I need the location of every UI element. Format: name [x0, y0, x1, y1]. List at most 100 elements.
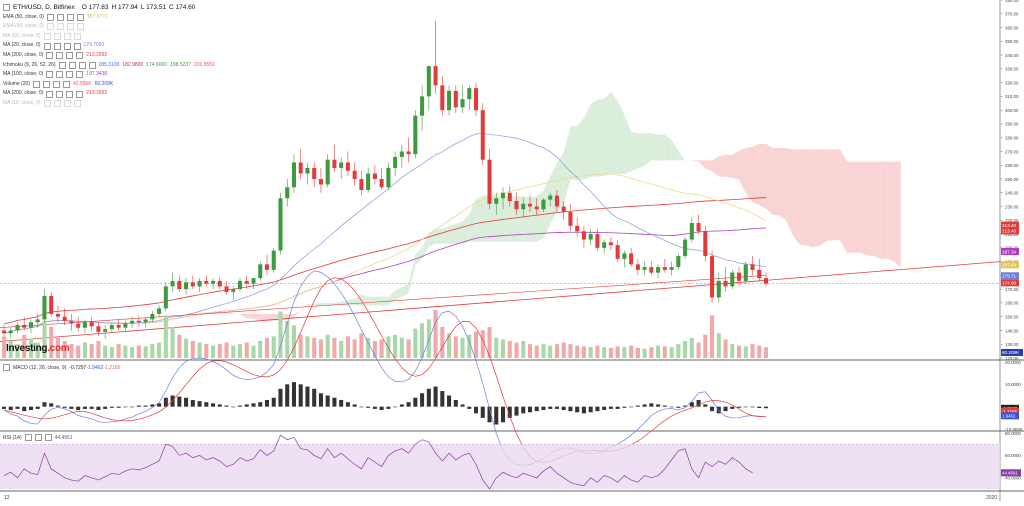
- indicator-close-icon[interactable]: [78, 61, 86, 69]
- indicator-settings-icon[interactable]: [46, 13, 54, 21]
- indicator-visibility-icon[interactable]: [68, 61, 76, 69]
- indicator-row[interactable]: EMA (50, close, 0) 187.6770: [3, 13, 215, 23]
- candle-body: [157, 308, 162, 314]
- ichimoku-cloud-segment: [880, 161, 888, 259]
- macd-histogram-bar: [123, 406, 128, 408]
- ichimoku-cloud-segment: [705, 160, 713, 172]
- macd-histogram-bar: [345, 402, 350, 407]
- indicator-row[interactable]: MA (50, close, 0): [3, 32, 215, 42]
- indicator-more-icon[interactable]: [88, 61, 96, 69]
- indicator-more-icon[interactable]: [73, 42, 81, 50]
- indicator-settings-icon[interactable]: [58, 61, 66, 69]
- indicator-visibility-icon[interactable]: [56, 90, 64, 98]
- candle-body: [669, 267, 674, 270]
- indicator-settings-icon[interactable]: [43, 33, 51, 41]
- indicator-close-icon[interactable]: [63, 100, 71, 108]
- macd-settings-icon[interactable]: [3, 364, 10, 371]
- indicator-close-icon[interactable]: [52, 81, 60, 89]
- indicator-more-icon[interactable]: [76, 23, 84, 31]
- rsi-legend: RSI (14) 44.4561: [3, 434, 73, 441]
- price-tick-label: 170.00: [1005, 287, 1019, 292]
- indicator-visibility-icon[interactable]: [56, 23, 64, 31]
- candle-body: [399, 151, 404, 157]
- indicator-close-icon[interactable]: [63, 33, 71, 41]
- ichimoku-cloud-segment: [786, 148, 793, 236]
- ichimoku-cloud-segment: [766, 143, 773, 215]
- indicator-row[interactable]: MA (20, close, 0) 179.7091: [3, 41, 215, 51]
- indicator-visibility-icon[interactable]: [53, 100, 61, 108]
- candle-body: [325, 159, 330, 185]
- price-tick-label: 380.00: [1005, 0, 1019, 3]
- volume-bar: [271, 336, 276, 358]
- indicator-settings-icon[interactable]: [43, 100, 51, 108]
- price-tick-label: 130.00: [1005, 342, 1019, 347]
- candle-body: [366, 173, 371, 191]
- indicator-row[interactable]: MA (100, close, 0) 197.3438: [3, 70, 215, 80]
- indicator-visibility-icon[interactable]: [42, 81, 50, 89]
- candle-body: [184, 282, 189, 290]
- macd-value: -1.9462: [86, 364, 104, 371]
- indicator-settings-icon[interactable]: [46, 90, 54, 98]
- rsi-close-icon[interactable]: [34, 434, 42, 441]
- indicator-more-icon[interactable]: [76, 71, 84, 79]
- indicator-row[interactable]: MA (10, close, 0): [3, 99, 215, 109]
- indicator-close-icon[interactable]: [66, 71, 74, 79]
- indicator-settings-icon[interactable]: [32, 81, 40, 89]
- candle-body: [1, 330, 7, 334]
- indicator-visibility-icon[interactable]: [53, 33, 61, 41]
- price-tag-label: 179.71: [1002, 274, 1016, 279]
- price-tick-label: 160.00: [1005, 301, 1019, 306]
- indicator-more-icon[interactable]: [76, 52, 84, 60]
- ichimoku-cloud-segment: [422, 233, 429, 259]
- indicator-more-icon[interactable]: [76, 13, 84, 21]
- indicator-more-icon[interactable]: [73, 33, 81, 41]
- price-tick-label: 250.00: [1005, 177, 1019, 182]
- indicator-visibility-icon[interactable]: [56, 52, 64, 60]
- rsi-settings-icon[interactable]: [24, 434, 32, 441]
- indicator-settings-icon[interactable]: [46, 52, 54, 60]
- volume-bar: [55, 337, 60, 358]
- collapse-legend-icon[interactable]: [3, 4, 10, 12]
- indicator-close-icon[interactable]: [66, 23, 74, 31]
- ichimoku-cloud-segment: [806, 149, 814, 248]
- indicator-settings-icon[interactable]: [43, 42, 51, 50]
- indicator-visibility-icon[interactable]: [56, 71, 64, 79]
- indicator-settings-icon[interactable]: [46, 23, 54, 31]
- indicator-close-icon[interactable]: [66, 90, 74, 98]
- ichimoku-cloud-segment: [401, 283, 409, 297]
- indicator-row[interactable]: MA (200, close, 0) 213.3992: [3, 89, 215, 99]
- macd-histogram-bar: [8, 406, 13, 411]
- ichimoku-cloud-segment: [610, 91, 618, 175]
- price-tag-box: [1001, 279, 1019, 287]
- indicator-row[interactable]: MA (200, close, 0) 213.3992: [3, 51, 215, 61]
- macd-histogram-bar: [69, 406, 74, 409]
- indicator-close-icon[interactable]: [66, 13, 74, 21]
- ichimoku-cloud-segment: [395, 287, 402, 301]
- ichimoku-cloud-segment: [739, 148, 746, 194]
- indicator-row[interactable]: Ichimoku (9, 26, 52, 26) 185.3100 182.9800…: [3, 61, 215, 71]
- ma-200-line: [3, 197, 767, 325]
- macd-histogram-bar: [453, 399, 458, 407]
- indicator-close-icon[interactable]: [63, 42, 71, 50]
- ichimoku-cloud-segment: [529, 196, 537, 242]
- rsi-value: 44.4561: [54, 434, 73, 441]
- macd-histogram-bar: [568, 406, 573, 412]
- volume-bar: [305, 336, 310, 358]
- indicator-visibility-icon[interactable]: [53, 42, 61, 50]
- indicator-more-icon[interactable]: [62, 81, 70, 89]
- indicator-row[interactable]: EMA (50, close, 0): [3, 22, 215, 32]
- indicator-settings-icon[interactable]: [46, 71, 54, 79]
- indicator-more-icon[interactable]: [76, 90, 84, 98]
- volume-bar: [602, 347, 607, 358]
- volume-bar: [656, 345, 661, 358]
- indicator-visibility-icon[interactable]: [56, 13, 64, 21]
- indicator-row[interactable]: Volume (20) 42.586K 60.209K: [3, 80, 215, 90]
- candle-body: [683, 239, 688, 257]
- indicator-more-icon[interactable]: [73, 100, 81, 108]
- volume-bar: [82, 342, 87, 358]
- rsi-move-icon[interactable]: [44, 434, 52, 441]
- macd-label: MACD (12, 26, close, 9): [13, 364, 67, 371]
- indicator-close-icon[interactable]: [66, 52, 74, 60]
- candle-body: [318, 179, 323, 185]
